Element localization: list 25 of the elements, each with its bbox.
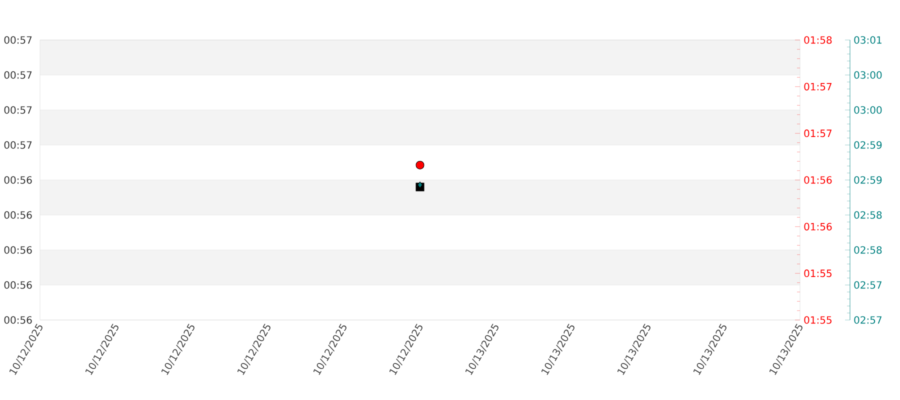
y3-tick-label: 02:59	[854, 176, 882, 184]
y-tick-label: 00:56	[4, 316, 32, 324]
y3-tick-label: 03:00	[854, 71, 882, 79]
y3-tick-label: 02:58	[854, 211, 882, 219]
y2-tick-label: 01:57	[804, 130, 832, 138]
y2-tick-label: 01:56	[804, 176, 832, 184]
y3-tick-label: 03:00	[854, 106, 882, 114]
y-tick-label: 00:57	[4, 141, 32, 149]
y2-tick-label: 01:55	[804, 316, 832, 324]
y-tick-label: 00:56	[4, 211, 32, 219]
y3-tick-label: 03:01	[854, 36, 882, 44]
y2-tick-label: 01:57	[804, 82, 832, 90]
y-tick-label: 00:57	[4, 71, 32, 79]
y3-tick-label: 02:57	[854, 316, 882, 324]
y2-tick-label: 01:56	[804, 222, 832, 230]
y2-tick-label: 01:58	[804, 36, 832, 44]
y-tick-label: 00:56	[4, 176, 32, 184]
y3-tick-label: 02:59	[854, 141, 882, 149]
y-tick-label: 00:56	[4, 246, 32, 254]
y2-tick-label: 01:55	[804, 270, 832, 278]
y3-tick-label: 02:58	[854, 246, 882, 254]
y-tick-label: 00:56	[4, 281, 32, 289]
y3-tick-label: 02:57	[854, 281, 882, 289]
y-tick-label: 00:57	[4, 36, 32, 44]
y-tick-label: 00:57	[4, 106, 32, 114]
